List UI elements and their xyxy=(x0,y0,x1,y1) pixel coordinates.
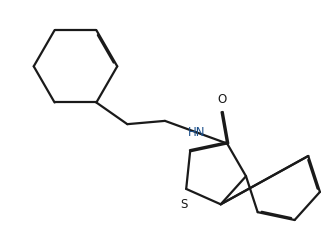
Text: HN: HN xyxy=(188,126,206,139)
Text: S: S xyxy=(181,198,188,211)
Text: O: O xyxy=(217,93,226,106)
